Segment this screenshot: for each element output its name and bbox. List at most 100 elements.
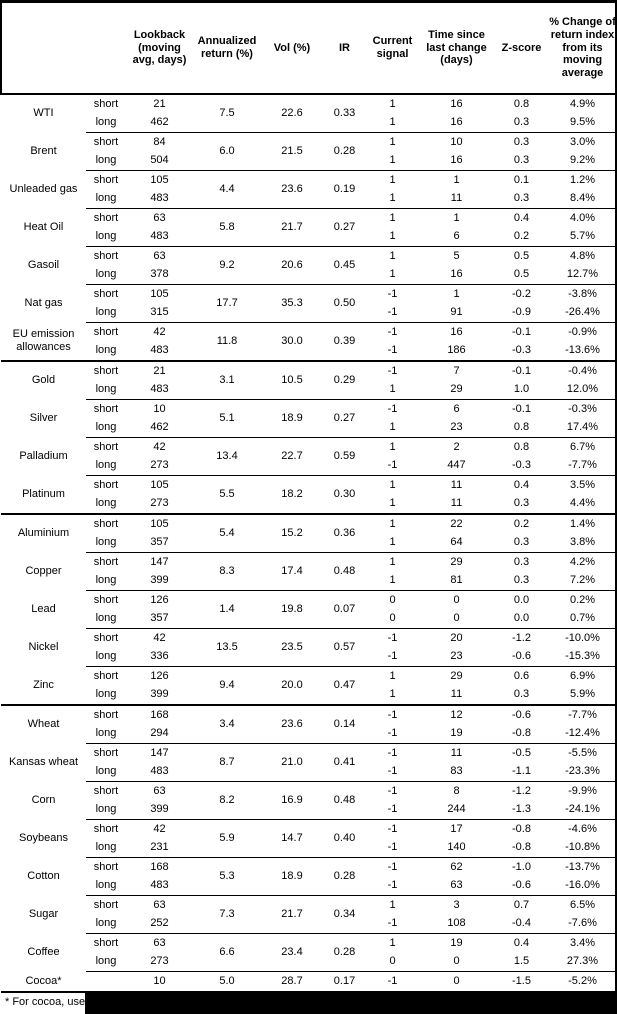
annualized-return-value: 5.5 — [193, 475, 261, 514]
z-score-value: -0.1 — [494, 360, 549, 381]
z-score-value: -1.2 — [494, 628, 549, 648]
table-row: long 504 1 16 0.3 9.2% — [1, 152, 615, 171]
lookback-value: 10 — [126, 971, 193, 992]
signal-value: 1 — [366, 437, 419, 457]
vol-value: 23.5 — [261, 628, 323, 667]
lookback-value: 399 — [150, 688, 169, 701]
time-since-change-value: 108 — [447, 917, 466, 930]
term-label: long — [95, 192, 117, 205]
signal-value: 0 — [389, 612, 396, 625]
lookback-value: 294 — [150, 727, 169, 740]
header-term — [86, 3, 126, 95]
pct-change-value: 6.9% — [549, 666, 615, 686]
annualized-return-value: 17.7 — [193, 284, 261, 323]
z-score-value: 0.3 — [513, 116, 530, 129]
term-label: long — [95, 306, 117, 319]
commodity-name: Silver — [29, 412, 58, 425]
term-label: short — [86, 857, 126, 877]
signal-value: 1 — [389, 536, 396, 549]
signal-value: -1 — [366, 284, 419, 304]
time-since-change-value: 0 — [419, 590, 494, 610]
term-label: long — [95, 536, 117, 549]
term-label: short — [86, 628, 126, 648]
pct-change-value: 3.5% — [549, 475, 615, 495]
time-since-change-value: 81 — [450, 574, 463, 587]
commodity-name: Lead — [31, 603, 56, 616]
term-label: long — [95, 421, 117, 434]
lookback-value: 231 — [150, 841, 169, 854]
time-since-change-value: 11 — [450, 688, 463, 701]
header-annualized-return: Annualized return (%) — [193, 3, 261, 95]
table-row: long 483 1 11 0.3 8.4% — [1, 190, 615, 209]
signal-value: -1 — [387, 650, 398, 663]
pct-change-value: -10.8% — [565, 841, 600, 854]
z-score-value: -1.2 — [494, 781, 549, 801]
signal-value: -1 — [387, 306, 398, 319]
lookback-value: 168 — [126, 857, 193, 877]
table-row: long 483 -1 186 -0.3 -13.6% — [1, 342, 615, 362]
pct-change-value: 3.0% — [549, 132, 615, 152]
pct-change-value: 9.5% — [569, 116, 596, 129]
z-score-value: -0.1 — [494, 322, 549, 342]
vol-value: 10.5 — [261, 360, 323, 400]
z-score-value: -0.2 — [494, 284, 549, 304]
pct-change-value: -5.2% — [549, 971, 615, 992]
pct-change-value: 27.3% — [566, 955, 599, 968]
ir-value: 0.28 — [323, 857, 366, 896]
ir-value: 0.28 — [323, 132, 366, 171]
lookback-value: 63 — [126, 208, 193, 228]
vol-value: 23.4 — [261, 933, 323, 972]
term-label: short — [86, 933, 126, 953]
commodity-name: Zinc — [33, 678, 54, 691]
time-since-change-value: 140 — [447, 841, 466, 854]
vol-value: 28.7 — [261, 971, 323, 992]
pct-change-value: 0.7% — [569, 612, 596, 625]
z-score-value: -1.0 — [494, 857, 549, 877]
signal-value: -1 — [366, 971, 419, 992]
vol-value: 15.2 — [261, 513, 323, 553]
table-row: long 399 1 81 0.3 7.2% — [1, 572, 615, 591]
ir-value: 0.33 — [323, 93, 366, 133]
vol-value: 19.8 — [261, 590, 323, 629]
term-label: short — [86, 666, 126, 686]
z-score-value: 0.3 — [513, 536, 530, 549]
pct-change-value: -24.1% — [565, 803, 600, 816]
time-since-change-value: 63 — [450, 879, 463, 892]
table-row: long 273 1 11 0.3 4.4% — [1, 495, 615, 515]
table-row: Gasoil short 63 9.2 20.6 0.45 1 5 0.5 4.8% — [1, 246, 615, 285]
lookback-value: 483 — [150, 383, 169, 396]
vol-value: 20.6 — [261, 246, 323, 285]
table-row: long 378 1 16 0.5 12.7% — [1, 266, 615, 285]
time-since-change-value: 6 — [453, 230, 460, 243]
signal-value: -1 — [387, 344, 398, 357]
term-label: short — [86, 743, 126, 763]
header-ir: IR — [323, 3, 366, 95]
z-score-value: -1.3 — [512, 803, 531, 816]
term-label: long — [95, 765, 117, 778]
time-since-change-value: 2 — [419, 437, 494, 457]
pct-change-value: 6.7% — [549, 437, 615, 457]
table-row: Palladium short 42 13.4 22.7 0.59 1 2 0.8 6.7% — [1, 437, 615, 476]
lookback-value: 147 — [126, 743, 193, 763]
header-vol: Vol (%) — [261, 3, 323, 95]
ir-value: 0.30 — [323, 475, 366, 514]
z-score-value: -0.1 — [494, 399, 549, 419]
lookback-value: 105 — [126, 513, 193, 534]
vol-value: 21.0 — [261, 743, 323, 782]
time-since-change-value: 0 — [453, 955, 460, 968]
pct-change-value: 0.2% — [549, 590, 615, 610]
pct-change-value: 3.8% — [569, 536, 596, 549]
signal-value: 1 — [366, 666, 419, 686]
pct-change-value: 9.2% — [569, 154, 596, 167]
annualized-return-value: 5.3 — [193, 857, 261, 896]
table-row: long 336 -1 23 -0.6 -15.3% — [1, 648, 615, 667]
time-since-change-value: 11 — [419, 475, 494, 495]
term-label: short — [86, 399, 126, 419]
ir-value: 0.39 — [323, 322, 366, 361]
lookback-value: 84 — [126, 132, 193, 152]
z-score-value: -0.4 — [512, 917, 531, 930]
term-label — [86, 971, 126, 992]
commodity-name: Heat Oil — [23, 221, 64, 234]
pct-change-value: 5.7% — [569, 230, 596, 243]
pct-change-value: 12.0% — [566, 383, 599, 396]
